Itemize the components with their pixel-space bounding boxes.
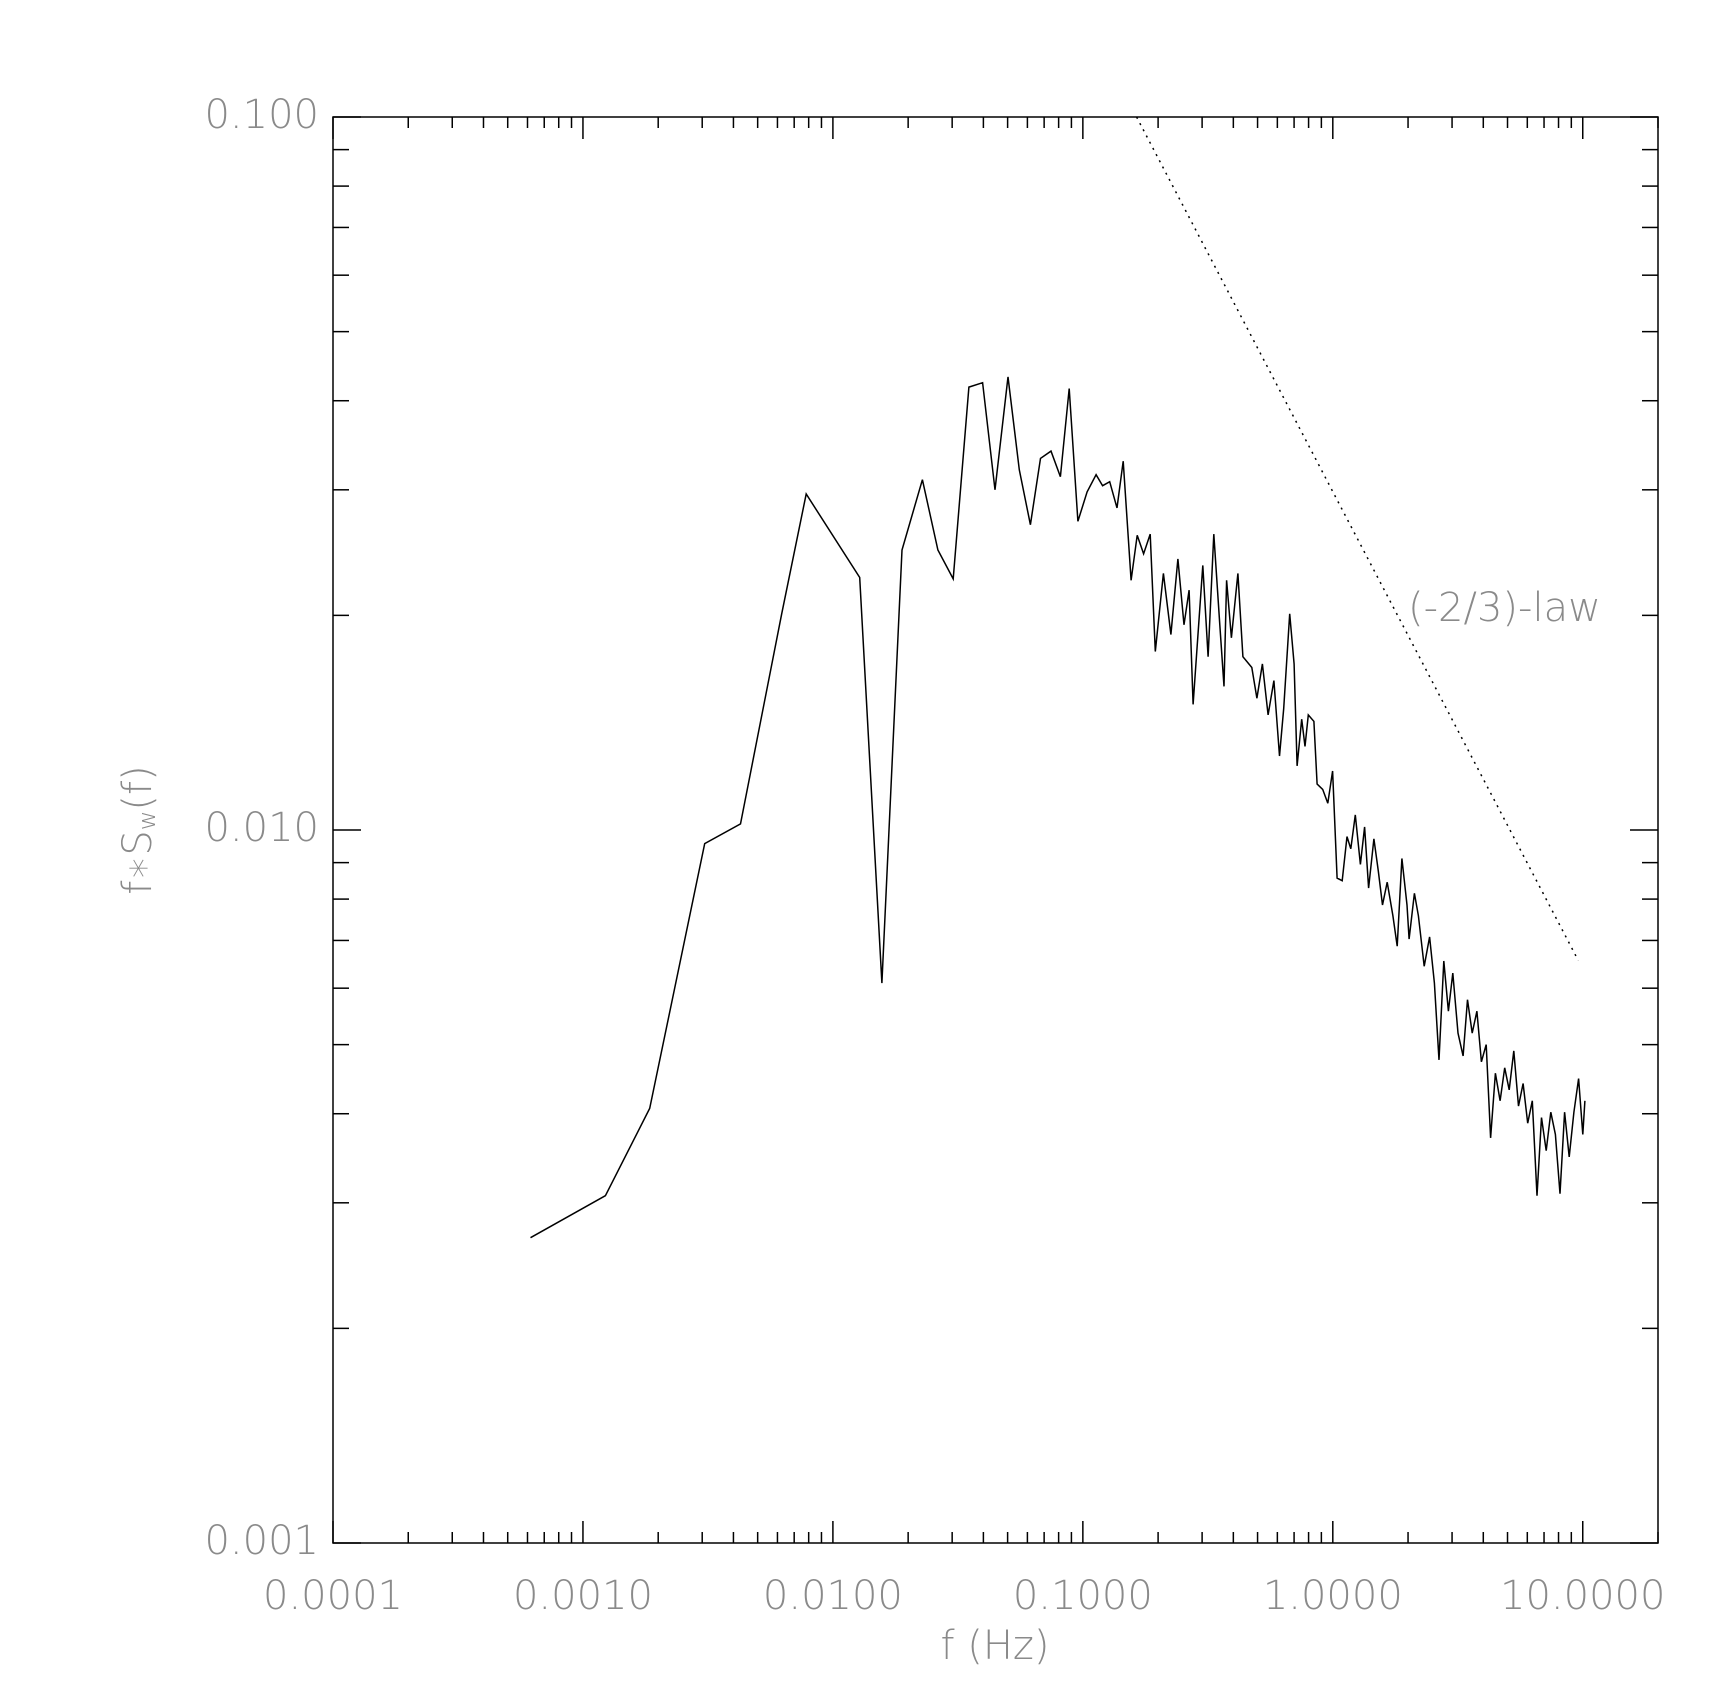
- y-tick-label: 0.010: [204, 805, 319, 851]
- x-tick-label: 0.0100: [763, 1573, 903, 1619]
- x-tick-label: 0.0010: [513, 1573, 653, 1619]
- x-tick-label: 0.0001: [263, 1573, 403, 1619]
- data-line: [1135, 116, 1579, 961]
- y-axis-label: f∗Sw(f): [115, 765, 161, 894]
- data-line: [530, 376, 1586, 1239]
- y-label-sub: w: [133, 811, 161, 831]
- plot-frame: [332, 116, 1659, 1544]
- x-axis-label: f (Hz): [940, 1623, 1049, 1669]
- y-tick-label: 0.001: [204, 1518, 319, 1564]
- annotation: (-2/3)-law: [1408, 585, 1601, 631]
- y-tick-label: 0.100: [204, 92, 319, 138]
- x-tick-label: 0.1000: [1013, 1573, 1153, 1619]
- x-tick-label: 1.0000: [1263, 1573, 1403, 1619]
- x-tick-label: 10.0000: [1500, 1573, 1665, 1619]
- y-label-main: f∗S: [115, 830, 161, 895]
- y-label-end: (f): [115, 765, 161, 810]
